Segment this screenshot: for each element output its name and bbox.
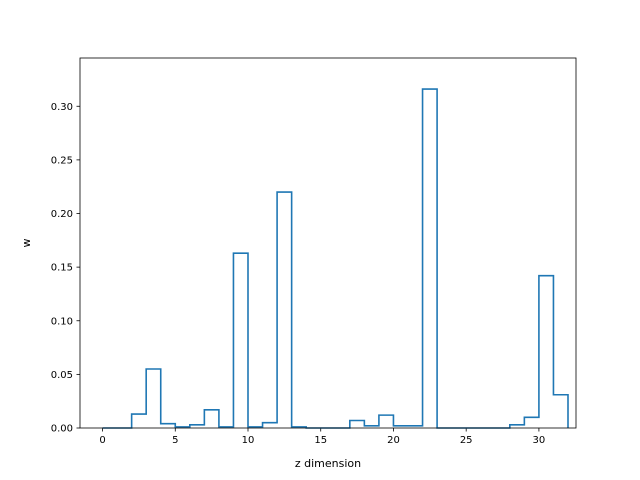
y-tick-label: 0.20 [51, 209, 73, 220]
ticks-layer: 0 5 10 15 20 25 30 0.00 0.05 0.10 0.15 0.20 0.25 0.30 [51, 102, 546, 446]
x-tick-label: 25 [460, 435, 473, 446]
y-tick-label: 0.05 [51, 370, 73, 381]
x-tick-label: 10 [242, 435, 255, 446]
x-tick-label: 5 [172, 435, 178, 446]
x-tick-label: 0 [99, 435, 105, 446]
y-tick-label: 0.25 [51, 155, 73, 166]
x-tick-label: 30 [533, 435, 546, 446]
x-axis-label: z dimension [295, 457, 361, 470]
x-tick-label: 20 [387, 435, 400, 446]
y-tick-label: 0.15 [51, 263, 73, 274]
y-tick-label: 0.10 [51, 316, 73, 327]
x-tick-label: 15 [314, 435, 327, 446]
plot-frame [79, 57, 577, 429]
plot-area [80, 58, 576, 428]
y-tick-label: 0.30 [51, 102, 73, 113]
y-axis-label: w [20, 239, 33, 248]
y-tick-label: 0.00 [51, 424, 73, 435]
